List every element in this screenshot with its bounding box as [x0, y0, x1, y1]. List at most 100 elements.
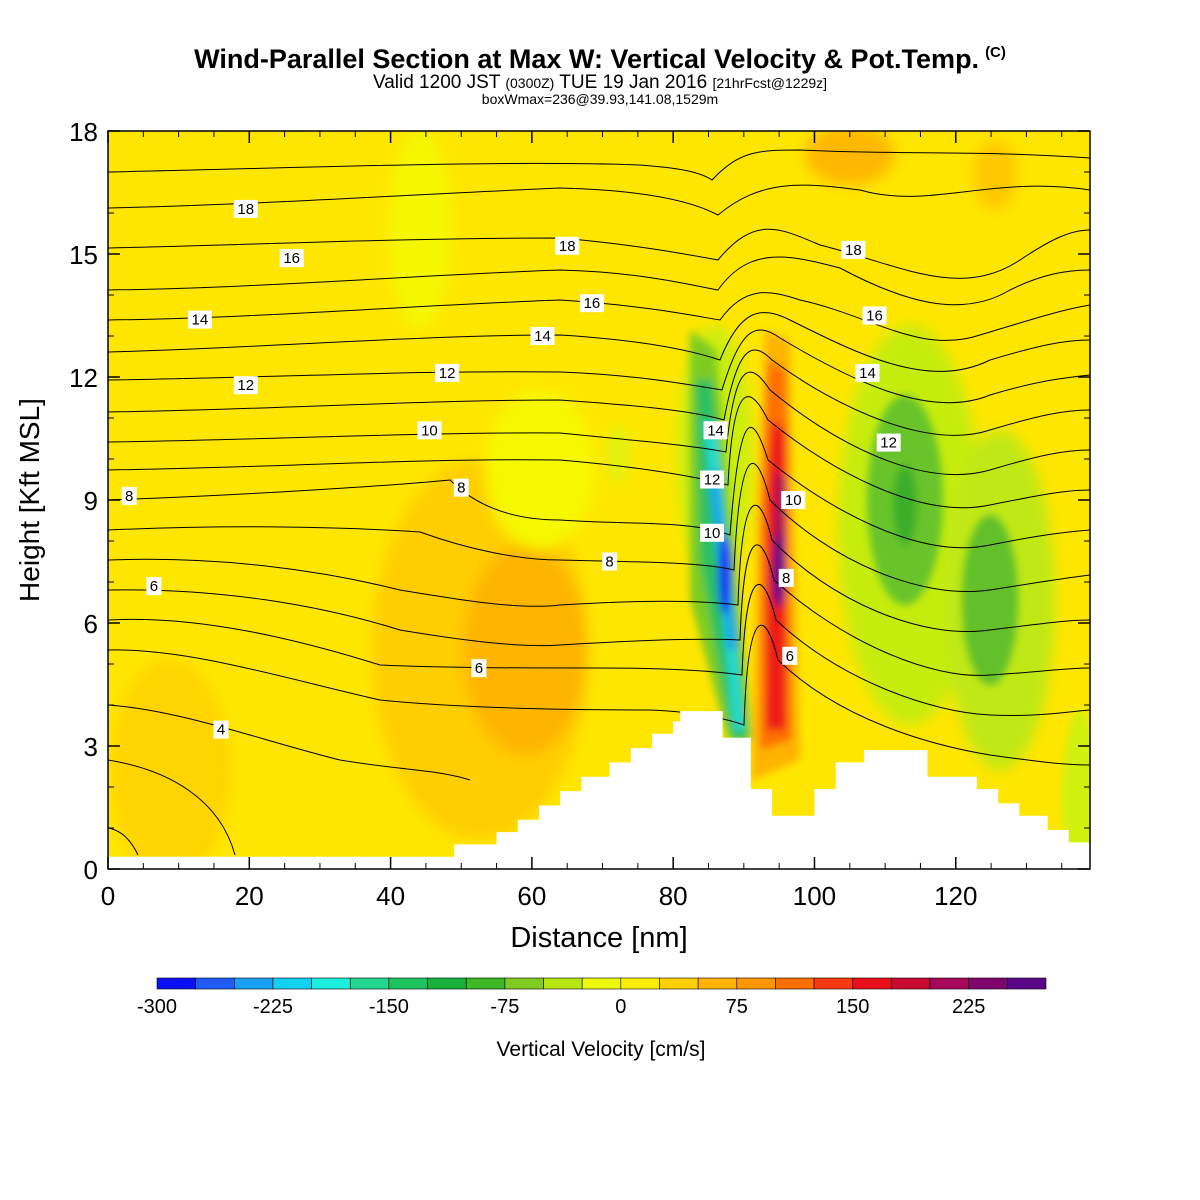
y-tick-label: 6 [84, 609, 98, 639]
colorbar-swatch [697, 977, 738, 990]
svg-text:6: 6 [786, 648, 794, 665]
svg-text:14: 14 [859, 365, 876, 382]
chart-subtitle: Valid 1200 JST (0300Z) TUE 19 Jan 2016 [… [0, 72, 1200, 94]
colorbar-swatch [465, 977, 506, 990]
svg-text:18: 18 [237, 201, 254, 218]
valid-time-utc: (0300Z) [505, 75, 555, 91]
colorbar-swatch [736, 977, 776, 990]
x-tick-label: 60 [517, 881, 546, 911]
svg-text:12: 12 [704, 472, 721, 489]
colorbar-tick-label: -225 [253, 996, 293, 1018]
svg-text:18: 18 [845, 242, 862, 259]
svg-text:14: 14 [534, 328, 551, 345]
contour-label: 12 [233, 376, 258, 395]
colorbar-swatch [234, 977, 274, 990]
svg-text:14: 14 [191, 312, 208, 329]
contour-label: 10 [700, 523, 725, 542]
y-tick-label: 9 [84, 486, 98, 516]
x-tick-label: 80 [659, 881, 688, 911]
x-tick-label: 0 [101, 881, 115, 911]
valid-time-local: Valid 1200 JST [372, 72, 501, 93]
contour-label: 10 [417, 421, 442, 440]
contour-labels: 18 16 14 12 8 6 4 18 16 14 12 10 8 8 6 14 12 10 10 8 6 18 16 14… [121, 199, 901, 739]
colorbar-swatch [272, 977, 312, 990]
y-tick-label: 3 [84, 732, 98, 762]
colorbar-swatch [427, 977, 467, 990]
colorbar-swatch [156, 977, 196, 990]
theta-contours [108, 149, 1090, 856]
svg-text:12: 12 [237, 377, 254, 394]
y-tick-label: 18 [69, 117, 98, 147]
svg-text:8: 8 [125, 488, 133, 505]
colorbar-swatch [852, 977, 892, 990]
contour-label: 16 [279, 249, 304, 268]
svg-text:6: 6 [150, 578, 158, 595]
svg-text:8: 8 [605, 554, 613, 571]
colorbar-swatch [813, 977, 854, 990]
x-tick-label: 120 [934, 881, 977, 911]
contour-label: 14 [703, 421, 728, 440]
colorbar-swatch [891, 977, 931, 990]
colorbar-swatch [929, 977, 969, 990]
svg-text:14: 14 [707, 422, 724, 439]
contour-label: 16 [862, 306, 887, 325]
chart-title: Wind-Parallel Section at Max W: Vertical… [0, 44, 1200, 75]
axes: 0 20 40 60 80 100 120 0 3 6 9 12 15 18 [69, 117, 1090, 911]
colorbar-tick-label: -150 [369, 996, 409, 1018]
svg-text:4: 4 [217, 722, 225, 739]
contour-label: 8 [453, 478, 469, 497]
contour-label: 8 [602, 552, 618, 571]
colorbar-swatch [504, 977, 544, 990]
contour-label: 14 [187, 310, 212, 329]
colorbar-swatch [775, 977, 815, 990]
svg-text:16: 16 [866, 308, 883, 325]
contour-label: 14 [855, 363, 880, 382]
colorbar-tick-label: -300 [137, 996, 177, 1018]
contour-label: 10 [781, 491, 806, 509]
x-tick-label: 20 [235, 881, 264, 911]
contour-label: 4 [213, 720, 229, 739]
contour-label: 12 [435, 363, 460, 382]
valid-date: TUE 19 Jan 2016 [559, 72, 708, 93]
colorbar-tick-label: 225 [952, 996, 985, 1018]
svg-text:8: 8 [457, 480, 465, 497]
y-tick-label: 0 [84, 855, 98, 885]
contour-label: 8 [778, 568, 794, 587]
x-tick-label: 40 [376, 881, 405, 911]
contour-label: 12 [876, 433, 901, 452]
svg-text:8: 8 [782, 570, 790, 587]
contour-label: 8 [121, 486, 137, 505]
colorbar-swatch [349, 977, 390, 990]
colorbar-tick-label: 0 [615, 996, 626, 1018]
colorbar-tick-label: 75 [726, 996, 748, 1018]
x-tick-label: 100 [793, 881, 836, 911]
svg-text:12: 12 [439, 365, 456, 382]
svg-text:6: 6 [475, 660, 483, 677]
colorbar-swatch [311, 977, 351, 990]
svg-text:10: 10 [704, 525, 721, 542]
box-wmax-info: boxWmax=236@39.93,141.08,1529m [481, 91, 719, 107]
colorbar-swatch [195, 977, 235, 990]
y-axis-title: Height [Kft MSL] [14, 398, 45, 602]
svg-text:16: 16 [283, 250, 300, 267]
colorbar-tick-label: 150 [836, 996, 869, 1018]
contour-label: 12 [700, 470, 725, 489]
colorbar-swatch [581, 977, 622, 990]
contour-label: 18 [555, 236, 580, 255]
svg-text:12: 12 [880, 435, 897, 452]
copyright-mark: (C) [985, 44, 1006, 61]
forecast-info: [21hrFcst@1229z] [712, 75, 828, 91]
svg-text:16: 16 [584, 295, 601, 312]
colorbar-swatch [968, 977, 1008, 990]
svg-text:18: 18 [559, 238, 576, 255]
y-tick-label: 15 [69, 240, 98, 270]
colorbar-swatch [543, 977, 583, 990]
colorbar-swatch [1007, 977, 1047, 990]
contour-label: 18 [841, 240, 866, 259]
plot-area: 18 16 14 12 8 6 4 18 16 14 12 10 8 8 6 14 12 10 10 8 6 18 16 14… [108, 131, 1090, 869]
contour-label: 16 [579, 294, 604, 313]
colorbar: -300 -225 -150 -75 0 75 150 225 [137, 977, 1047, 1018]
contour-label: 6 [471, 659, 487, 678]
svg-text:10: 10 [785, 492, 802, 509]
